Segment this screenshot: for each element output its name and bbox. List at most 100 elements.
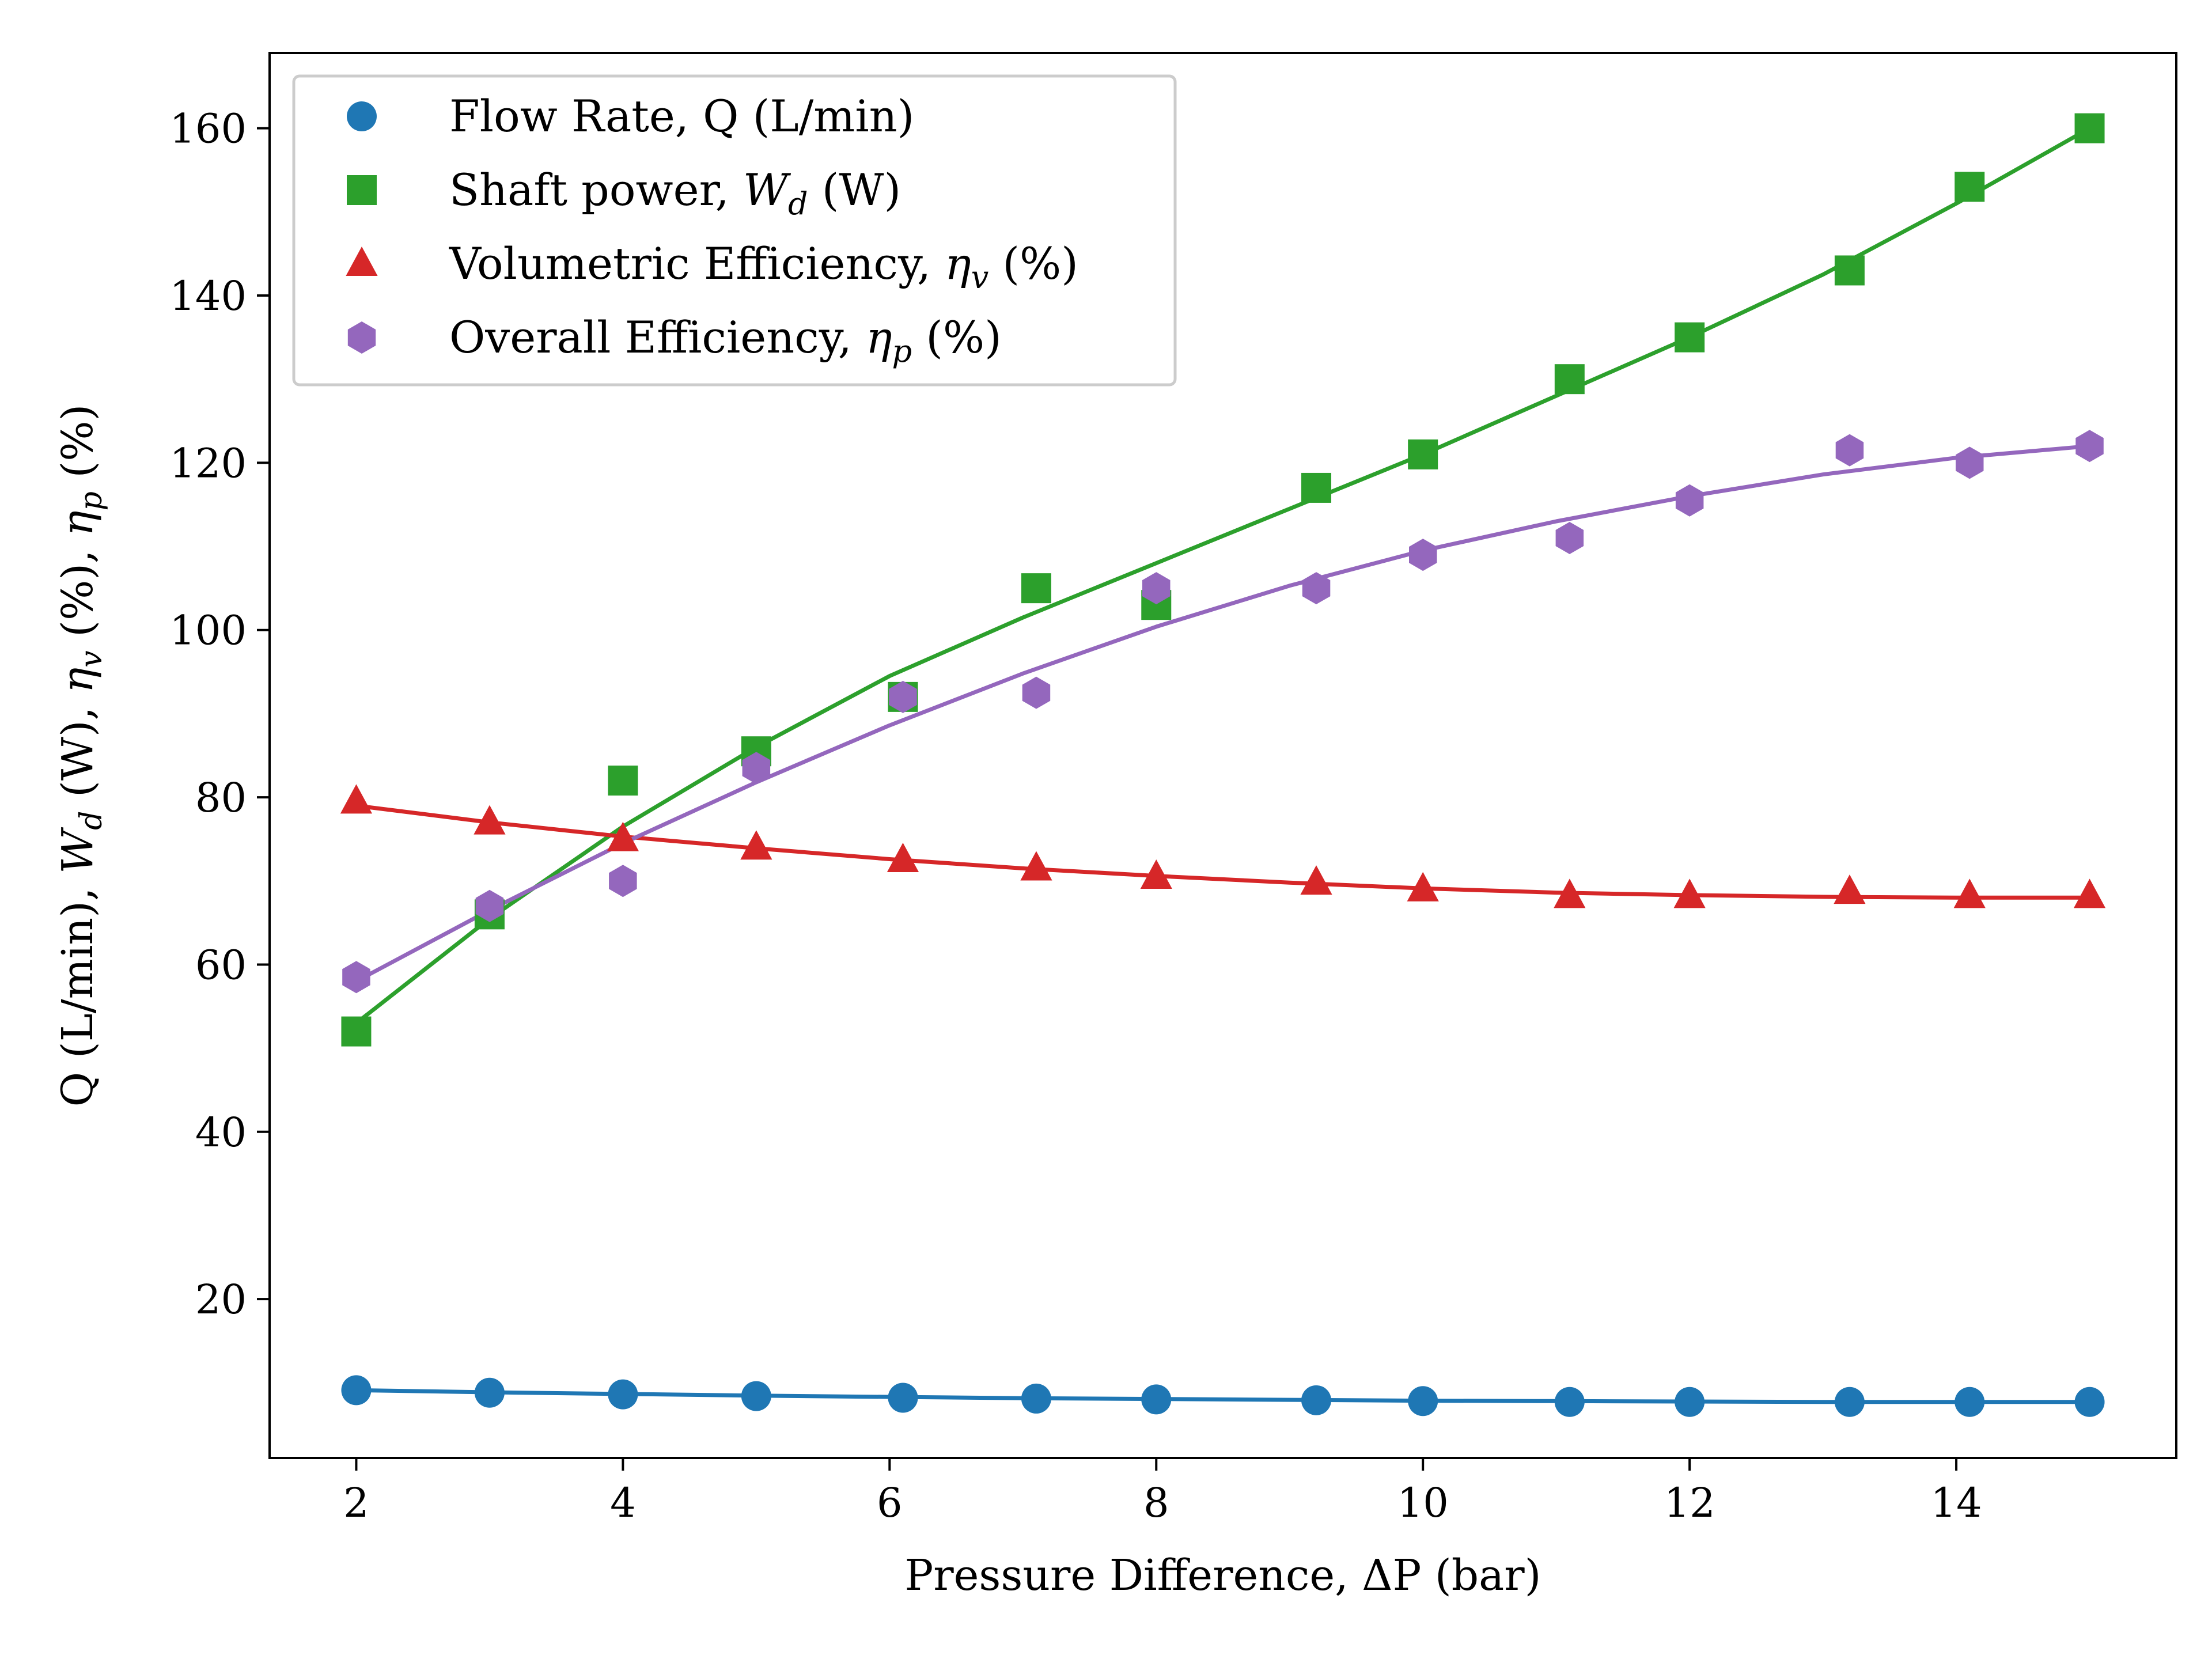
data-point-flow (1834, 1387, 1865, 1417)
legend-label-vol_eff: Volumetric Efficiency, ηv (%) (449, 238, 1078, 296)
legend: Flow Rate, Q (L/min) Shaft power, Wd (W) V… (292, 74, 1177, 387)
y-axis-label-part: W (53, 827, 103, 874)
legend-label-part: Overall Efficiency, (449, 312, 866, 363)
legend-marker-overall_eff (347, 321, 376, 354)
y-tick-label: 140 (169, 272, 247, 320)
plot-frame (268, 52, 2177, 1459)
y-tick-label: 160 (169, 105, 247, 153)
legend-label-part: (W) (808, 164, 902, 215)
data-point-flow (341, 1375, 372, 1406)
legend-label-part: W (743, 164, 791, 215)
y-axis-label-part: d (74, 811, 109, 830)
legend-marker-vol_eff (346, 247, 378, 276)
data-point-overall_eff (889, 680, 917, 713)
fit-lines (355, 126, 2091, 1404)
x-tick-label: 12 (1664, 1479, 1715, 1527)
y-axis-label-part: η (53, 510, 103, 536)
legend-label-flow: Flow Rate, Q (L/min) (449, 90, 914, 142)
data-point-overall_eff (1142, 572, 1171, 605)
data-point-vol_eff (1834, 874, 1866, 904)
y-tick-label: 20 (195, 1276, 247, 1323)
x-tick-label: 2 (343, 1479, 369, 1527)
fit-line-vol_eff (356, 804, 2090, 900)
data-point-shaft (1408, 439, 1438, 469)
data-point-vol_eff (1020, 851, 1052, 881)
x-ticks: 2 4 6 8 10 12 14 (343, 1458, 1982, 1527)
fit-line-flow (356, 1388, 2090, 1404)
y-axis-label-part: (%) (53, 404, 103, 492)
data-point-overall_eff (1835, 434, 1864, 467)
y-tick-label: 60 (195, 941, 247, 988)
data-point-overall_eff (1302, 572, 1331, 605)
y-tick-label: 120 (169, 440, 247, 487)
x-tick-label: 10 (1397, 1479, 1449, 1527)
data-point-flow (888, 1382, 918, 1413)
legend-label-part: η (866, 312, 892, 363)
data-point-flow (1675, 1387, 1705, 1417)
data-point-flow (741, 1381, 771, 1411)
data-point-overall_eff (609, 865, 637, 897)
legend-label-part: η (945, 238, 971, 289)
data-point-shaft (1955, 172, 1985, 202)
data-point-flow (474, 1377, 505, 1408)
x-tick-label: 8 (1143, 1479, 1169, 1527)
data-point-shaft (608, 766, 638, 796)
legend-label-overall_eff: Overall Efficiency, ηp (%) (449, 312, 1002, 369)
x-tick-label: 6 (877, 1479, 903, 1527)
y-axis-label: Q (L/min), Wd (W), ηv (%), ηp (%) (53, 404, 109, 1107)
data-point-shaft (1834, 255, 1865, 286)
data-point-overall_eff (1409, 539, 1437, 571)
y-axis-label-part: (%), (53, 536, 103, 651)
y-axis-label-part: (W), (53, 693, 103, 810)
data-point-vol_eff (2073, 878, 2106, 908)
data-markers (340, 113, 2106, 1417)
y-axis-label-part: η (53, 668, 103, 693)
data-point-flow (1301, 1385, 1332, 1415)
data-point-shaft (1675, 322, 1705, 353)
y-axis-label-part: v (74, 650, 109, 667)
legend-box (292, 74, 1177, 387)
data-point-shaft (1021, 573, 1051, 604)
y-tick-label: 100 (169, 607, 247, 654)
data-point-vol_eff (887, 842, 919, 872)
x-tick-label: 14 (1931, 1479, 1982, 1527)
legend-label-part: Shaft power, (449, 164, 743, 215)
x-tick-label: 4 (610, 1479, 636, 1527)
data-point-vol_eff (607, 821, 639, 851)
legend-marker-shaft (347, 175, 377, 205)
data-point-vol_eff (1953, 878, 1986, 908)
y-axis-label-part: p (74, 491, 109, 510)
x-axis-label: Pressure Difference, ΔP (bar) (904, 1551, 1541, 1600)
data-point-vol_eff (1300, 865, 1332, 895)
legend-label-part: (%) (912, 312, 1002, 363)
legend-label-part: Flow Rate, Q (L/min) (449, 90, 914, 142)
data-point-flow (2074, 1387, 2105, 1417)
data-point-flow (608, 1379, 638, 1410)
data-point-overall_eff (742, 752, 771, 785)
y-tick-label: 40 (195, 1109, 247, 1156)
y-axis-label-part: Q (L/min), (53, 874, 103, 1107)
data-point-vol_eff (474, 805, 506, 835)
data-point-flow (1554, 1387, 1585, 1417)
fit-line-overall_eff (355, 444, 2090, 983)
data-point-overall_eff (1555, 522, 1584, 554)
data-point-vol_eff (1407, 872, 1439, 902)
legend-label-shaft: Shaft power, Wd (W) (449, 164, 901, 222)
data-point-shaft (2074, 113, 2105, 143)
data-point-vol_eff (340, 784, 373, 814)
legend-label-part: v (971, 259, 989, 296)
data-point-flow (1141, 1384, 1172, 1415)
y-ticks: 20 40 60 80 100 120 140 160 (169, 105, 270, 1323)
y-tick-label: 80 (195, 774, 247, 821)
legend-label-part: p (892, 333, 912, 369)
data-point-vol_eff (1554, 878, 1586, 908)
data-point-vol_eff (740, 830, 772, 860)
data-point-overall_eff (1022, 676, 1051, 709)
data-point-flow (1408, 1386, 1438, 1416)
data-point-flow (1021, 1383, 1051, 1414)
data-point-vol_eff (1140, 859, 1172, 889)
data-point-overall_eff (1675, 484, 1704, 517)
data-point-overall_eff (342, 961, 370, 994)
legend-label-part: Volumetric Efficiency, (449, 238, 945, 289)
